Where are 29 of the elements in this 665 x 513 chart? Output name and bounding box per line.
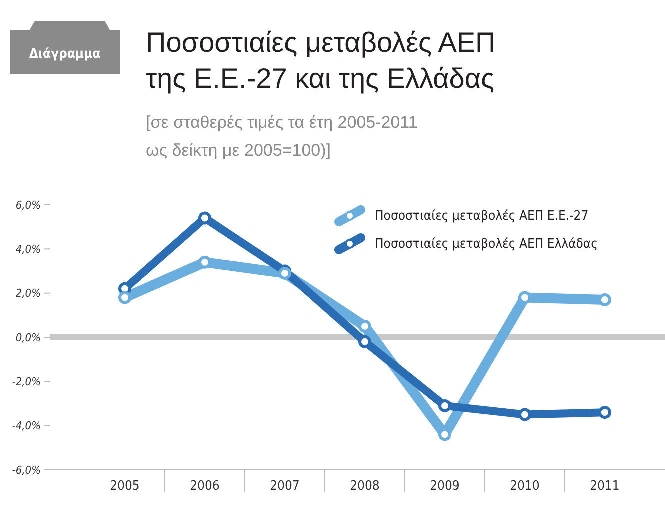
text: Διάγραμμα bbox=[29, 47, 101, 62]
point bbox=[518, 408, 532, 422]
chart-title: Ποσοστιαίες μεταβολές ΑΕΠ της Ε.Ε.-27 και της Ελλάδας bbox=[146, 27, 496, 94]
y-tick-label: 6,0% bbox=[16, 198, 41, 212]
legend-label: Ποσοστιαίες μεταβολές ΑΕΠ Ε.Ε.-27 bbox=[375, 209, 589, 224]
point bbox=[198, 256, 212, 269]
y-tick-label: -6,0% bbox=[12, 464, 41, 477]
y-tick-label: 4,0% bbox=[16, 243, 41, 256]
y-tick-label: -4,0% bbox=[12, 420, 41, 433]
y-tick-label: 2,0% bbox=[16, 287, 41, 300]
x-tick-label: 2009 bbox=[430, 479, 460, 494]
point bbox=[438, 399, 452, 412]
y-tick-label: -2,0% bbox=[12, 376, 41, 389]
point bbox=[358, 320, 372, 333]
legend-label: Ποσοστιαίες μεταβολές ΑΕΠ Ελλάδας bbox=[375, 237, 598, 252]
x-tick-label: 2007 bbox=[270, 479, 300, 494]
point bbox=[518, 291, 532, 304]
x-tick-label: 2010 bbox=[510, 479, 540, 494]
x-tick-label: 2008 bbox=[350, 479, 380, 494]
point bbox=[598, 406, 612, 420]
point bbox=[118, 291, 132, 304]
x-tick-label: 2005 bbox=[110, 479, 140, 494]
x-tick-label: 2011 bbox=[590, 479, 620, 494]
chart-subtitle: [σε σταθερές τιμές τα έτη 2005-2011 ως δείκτη με 2005=100)] bbox=[146, 113, 418, 160]
point bbox=[598, 293, 612, 306]
point bbox=[198, 212, 212, 225]
y-tick-label: 0,0% bbox=[16, 331, 41, 344]
point bbox=[358, 335, 372, 348]
x-tick-label: 2006 bbox=[190, 479, 220, 494]
